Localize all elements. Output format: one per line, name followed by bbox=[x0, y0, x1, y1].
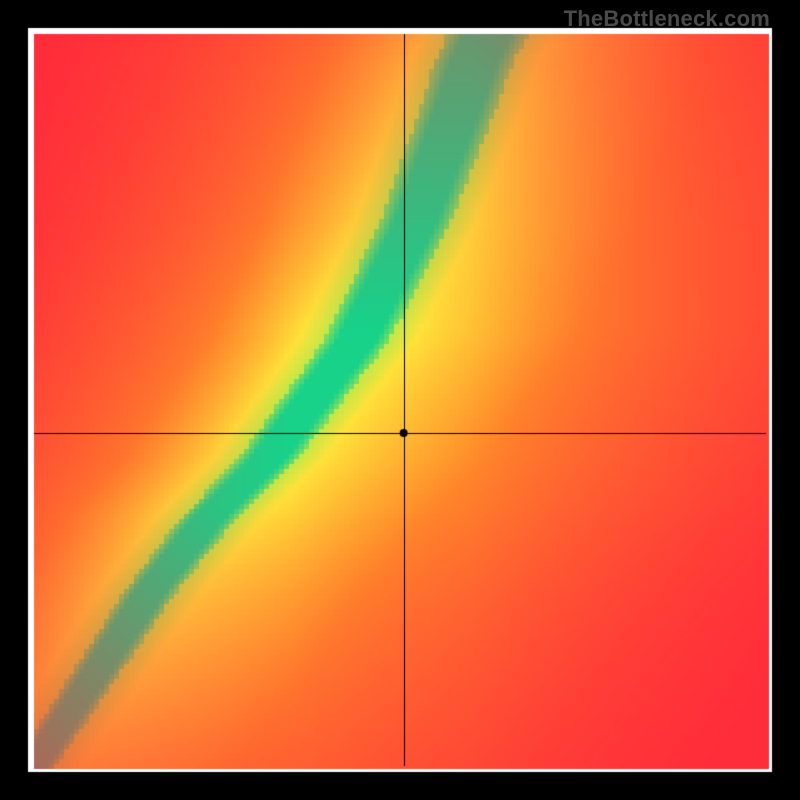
watermark-text: TheBottleneck.com bbox=[564, 6, 770, 32]
chart-container: TheBottleneck.com bbox=[0, 0, 800, 800]
bottleneck-heatmap bbox=[0, 0, 800, 800]
